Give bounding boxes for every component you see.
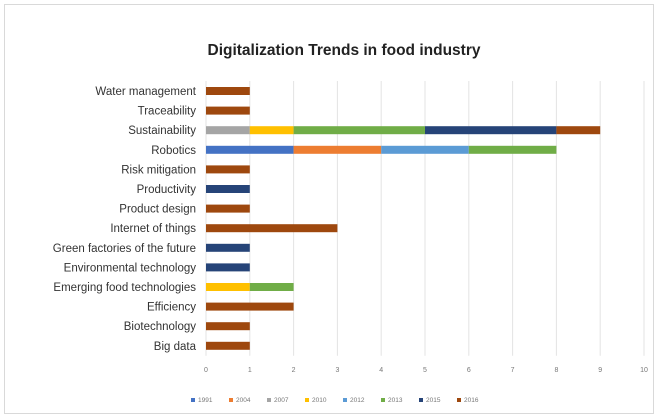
x-tick-label: 10 (640, 367, 648, 374)
bar-segment (206, 322, 250, 331)
bar-segment (381, 145, 469, 154)
legend-label: 2007 (274, 397, 289, 404)
category-label: Robotics (151, 145, 196, 157)
bar-segment (249, 126, 294, 135)
category-label: Productivity (137, 184, 197, 196)
chart-title: Digitalization Trends in food industry (208, 42, 481, 59)
bar-segment (206, 204, 250, 213)
category-label: Risk mitigation (121, 164, 196, 176)
bar-segment (556, 126, 601, 135)
bar-segment (425, 126, 557, 135)
category-label: Sustainability (128, 125, 196, 137)
chart-frame: Digitalization Trends in food industry W… (4, 4, 654, 414)
bar-segment (468, 145, 557, 154)
bar-segment (206, 87, 250, 95)
bar-segment (249, 283, 294, 291)
category-label: Biotechnology (124, 321, 196, 333)
legend-label: 2010 (312, 397, 327, 404)
category-label: Efficiency (147, 302, 196, 314)
x-tick-label: 7 (511, 367, 515, 374)
legend-swatch (267, 398, 271, 402)
bar-segment (206, 106, 250, 115)
category-label: Environmental technology (64, 262, 197, 274)
legend-swatch (305, 398, 309, 402)
legend-swatch (229, 398, 233, 402)
legend-swatch (191, 398, 195, 402)
x-axis-ticks: 0 1 2 3 4 5 6 7 8 9 10 (204, 367, 648, 374)
bar-segment (206, 224, 338, 233)
x-tick-label: 0 (204, 367, 208, 374)
category-label: Product design (119, 204, 196, 216)
bar-segment (206, 126, 250, 135)
legend-label: 2013 (388, 397, 403, 404)
bar-segment (206, 145, 294, 154)
x-tick-label: 2 (292, 367, 296, 374)
category-label: Emerging food technologies (53, 282, 196, 294)
bar-segment (293, 126, 425, 135)
category-label: Big data (154, 341, 197, 353)
legend-label: 2016 (464, 397, 479, 404)
x-tick-label: 5 (423, 367, 427, 374)
bar-segment (206, 185, 250, 193)
category-labels: Water management Traceability Sustainabili… (53, 86, 197, 353)
legend-label: 2012 (350, 397, 365, 404)
x-tick-label: 8 (554, 367, 558, 374)
legend-swatch (343, 398, 347, 402)
category-label: Water management (95, 86, 196, 98)
category-label: Internet of things (110, 223, 196, 235)
gridlines (205, 81, 645, 356)
legend-swatch (381, 398, 385, 402)
x-tick-label: 6 (467, 367, 471, 374)
bar-segment (293, 145, 382, 154)
bar-segment (206, 283, 250, 291)
legend-label: 2015 (426, 397, 441, 404)
bars (206, 87, 601, 350)
bar-segment (206, 263, 250, 272)
legend-swatch (419, 398, 423, 402)
category-label: Traceability (138, 106, 197, 118)
x-tick-label: 1 (248, 367, 252, 374)
bar-segment (206, 243, 250, 252)
category-label: Green factories of the future (53, 243, 196, 255)
bar-segment (206, 302, 294, 311)
legend: 1991 2004 2007 2010 2012 2013 2015 2016 (191, 397, 479, 404)
legend-swatch (457, 398, 461, 402)
legend-label: 1991 (198, 397, 213, 404)
x-tick-label: 4 (379, 367, 383, 374)
x-tick-label: 9 (598, 367, 602, 374)
bar-segment (206, 341, 250, 350)
legend-label: 2004 (236, 397, 251, 404)
x-tick-label: 3 (335, 367, 339, 374)
stacked-bar-chart: Digitalization Trends in food industry W… (53, 42, 648, 404)
bar-segment (206, 165, 250, 174)
